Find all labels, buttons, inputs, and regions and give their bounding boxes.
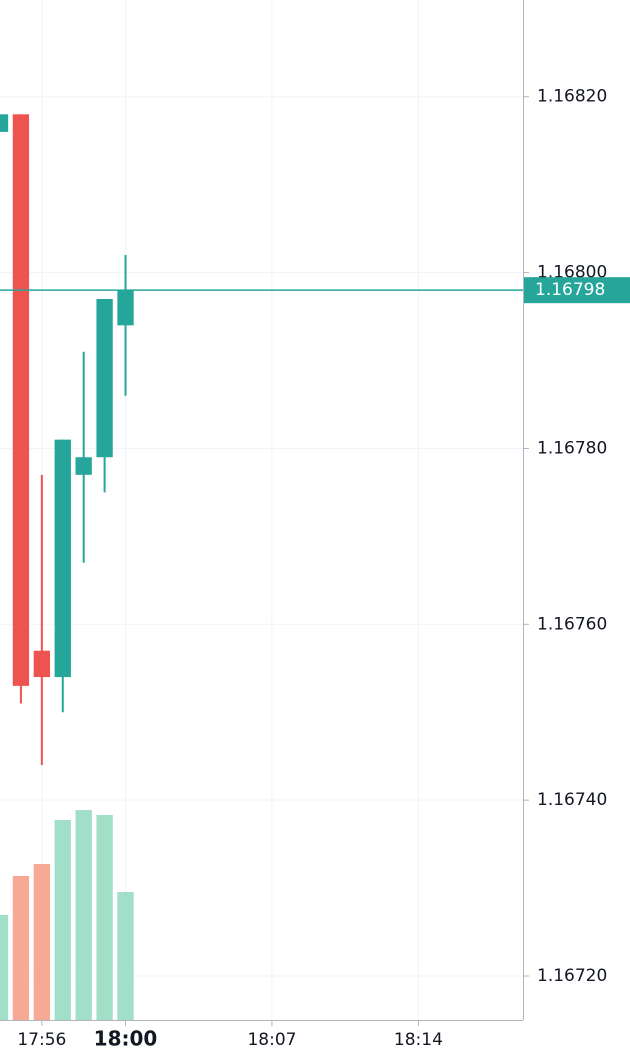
x-tick-label: 17:56: [17, 1030, 66, 1050]
axes: 1.167201.167401.167601.167801.168001.168…: [17, 87, 607, 1051]
y-tick-label: 1.16820: [537, 87, 607, 107]
candle-body: [75, 457, 92, 475]
plot-area: [0, 114, 134, 1020]
x-tick-label: 18:00: [94, 1027, 158, 1051]
y-tick-label: 1.16760: [537, 614, 607, 634]
volume-bar: [33, 864, 50, 1020]
y-tick-label: 1.16740: [537, 790, 607, 810]
candle-body: [12, 114, 30, 686]
candle-body: [117, 290, 134, 326]
candle-body: [54, 439, 71, 678]
candle-body: [96, 298, 113, 458]
candle-body: [33, 650, 50, 678]
y-tick-label: 1.16780: [537, 438, 607, 458]
candle-body: [0, 114, 9, 132]
volume-bar: [12, 876, 30, 1020]
volume-bar: [0, 915, 9, 1020]
volume-bar: [75, 810, 92, 1020]
volume-bar: [96, 815, 113, 1020]
x-tick-label: 18:07: [247, 1030, 296, 1050]
price-label: 1.16798: [535, 280, 605, 300]
y-tick-label: 1.16720: [537, 966, 607, 986]
x-tick-label: 18:14: [394, 1030, 443, 1050]
volume-bar: [54, 820, 71, 1020]
volume-bar: [117, 892, 134, 1020]
price-label-box: [524, 277, 630, 304]
